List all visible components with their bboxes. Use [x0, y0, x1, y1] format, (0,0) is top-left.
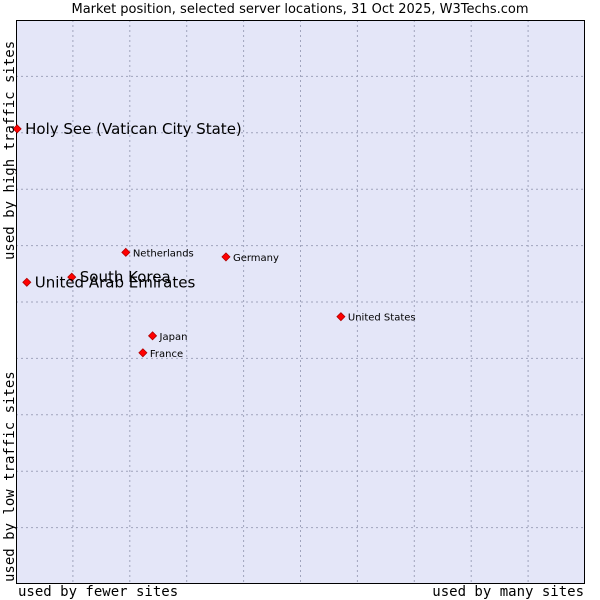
point-marker: [12, 124, 22, 134]
y-axis-label-high: used by high traffic sites: [2, 40, 18, 260]
point-united-states: United States: [336, 312, 416, 324]
point-united-arab-emirates: United Arab Emirates: [22, 273, 196, 291]
x-axis-label-low: used by fewer sites: [18, 584, 179, 600]
point-marker: [22, 277, 32, 287]
point-south-korea: South Korea: [67, 268, 171, 286]
point-holy-see-vatican-city-state: Holy See (Vatican City State): [12, 120, 242, 138]
point-label: Holy See (Vatican City State): [25, 120, 242, 138]
point-marker: [138, 348, 148, 358]
point-japan: Japan: [147, 331, 188, 343]
point-marker: [147, 331, 158, 341]
point-label: Netherlands: [133, 248, 194, 259]
point-france: France: [138, 348, 183, 360]
plot-frame: [16, 20, 585, 584]
point-marker: [121, 247, 131, 257]
point-marker: [336, 312, 346, 322]
point-label: South Korea: [80, 268, 171, 286]
point-marker: [67, 272, 77, 282]
chart-title: Market position, selected server locatio…: [71, 2, 529, 17]
point-label: Germany: [233, 253, 279, 264]
data-points: Holy See (Vatican City State) South Korea…: [12, 120, 416, 360]
point-germany: Germany: [221, 252, 279, 264]
grid: [16, 20, 585, 584]
point-netherlands: Netherlands: [121, 247, 194, 259]
point-label: United Arab Emirates: [35, 273, 196, 291]
point-label: France: [150, 349, 183, 360]
y-axis-label-low: used by low traffic sites: [2, 371, 18, 582]
point-label: United States: [348, 313, 416, 324]
point-marker: [221, 252, 231, 262]
point-label: Japan: [159, 332, 188, 343]
x-axis-label-high: used by many sites: [432, 584, 584, 600]
